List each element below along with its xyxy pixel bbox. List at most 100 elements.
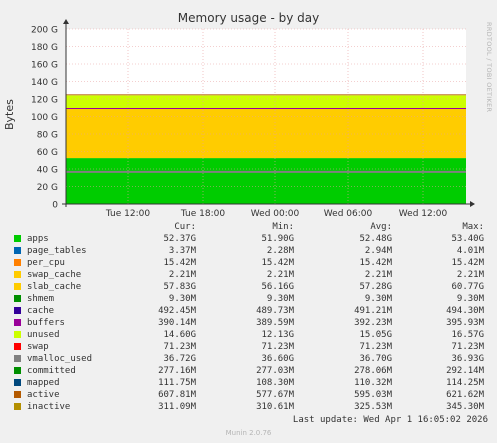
legend-row-committed: committed 277.16M 277.03M 278.06M 292.14M xyxy=(12,365,488,377)
x-tick-label: Wed 06:00 xyxy=(324,209,373,219)
legend-name: inactive xyxy=(27,402,71,412)
legend-max: 36.93G xyxy=(451,354,484,364)
legend-row-vmalloc-used: vmalloc_used 36.72G 36.60G 36.70G 36.93G xyxy=(12,353,488,365)
legend-swatch xyxy=(14,271,21,278)
memory-chart: 0 20 G 40 G 60 G 80 G 100 G 120 G 140 G 160 G 180… xyxy=(31,19,475,219)
munin-version: Munin 2.0.76 xyxy=(225,429,272,437)
legend-max: 621.62M xyxy=(446,390,484,400)
legend-swatch xyxy=(14,331,21,338)
y-tick-label: 140 G xyxy=(31,78,58,88)
legend-cur: 52.37G xyxy=(163,234,196,244)
y-tick-label: 120 G xyxy=(31,96,58,106)
legend-max: 9.30M xyxy=(456,294,484,304)
legend-min: 108.30M xyxy=(256,378,294,388)
legend-name: swap xyxy=(27,342,49,352)
legend-row-shmem: shmem 9.30M 9.30M 9.30M 9.30M xyxy=(12,293,488,305)
rrdtool-credit: RRDTOOL / TOBI OETIKER xyxy=(485,22,493,113)
legend-cur: 15.42M xyxy=(163,258,196,268)
area-unused xyxy=(66,95,466,109)
legend-table: Cur: Min: Avg: Max: apps 52.37G 51.90G 52.4… xyxy=(12,221,488,413)
y-axis-arrow xyxy=(63,19,69,24)
legend-swatch xyxy=(14,391,21,398)
legend-name: apps xyxy=(27,234,49,244)
legend-min: 15.42M xyxy=(261,258,294,268)
legend-name: committed xyxy=(27,366,76,376)
legend-row-swap: swap 71.23M 71.23M 71.23M 71.23M xyxy=(12,341,488,353)
legend-swatch xyxy=(14,295,21,302)
legend-max: 15.42M xyxy=(451,258,484,268)
legend-max: 60.77G xyxy=(451,282,484,292)
legend-avg: 325.53M xyxy=(354,402,392,412)
legend-cur: 390.14M xyxy=(158,318,196,328)
legend-cur: 2.21M xyxy=(168,270,196,280)
legend-cur: 111.75M xyxy=(158,378,196,388)
legend-min: 277.03M xyxy=(256,366,294,376)
legend-swatch xyxy=(14,235,21,242)
legend-swatch xyxy=(14,307,21,314)
area-slab-cache xyxy=(66,108,466,159)
legend-swatch xyxy=(14,283,21,290)
legend-cur: 277.16M xyxy=(158,366,196,376)
x-tick-label: Tue 18:00 xyxy=(180,209,225,219)
legend-avg: 491.21M xyxy=(354,306,392,316)
legend-swatch xyxy=(14,259,21,266)
x-tick-label: Wed 00:00 xyxy=(251,209,300,219)
legend-cur: 57.83G xyxy=(163,282,196,292)
legend-avg: 392.23M xyxy=(354,318,392,328)
legend-cur: 3.37M xyxy=(168,246,196,256)
legend-row-unused: unused 14.60G 12.13G 15.05G 16.57G xyxy=(12,329,488,341)
legend-max: 16.57G xyxy=(451,330,484,340)
legend-name: slab_cache xyxy=(27,282,82,292)
legend-row-inactive: inactive 311.09M 310.61M 325.53M 345.30M xyxy=(12,401,488,413)
legend-cur: 492.45M xyxy=(158,306,196,316)
legend-min: 2.28M xyxy=(266,246,294,256)
col-min: Min: xyxy=(272,222,294,232)
y-tick-label: 80 G xyxy=(37,131,58,141)
y-tick-label: 60 G xyxy=(37,148,58,158)
legend-min: 489.73M xyxy=(256,306,294,316)
legend-swatch xyxy=(14,319,21,326)
legend-cur: 311.09M xyxy=(158,402,196,412)
legend-min: 2.21M xyxy=(266,270,294,280)
legend-swatch xyxy=(14,367,21,374)
x-tick-label: Wed 12:00 xyxy=(399,209,448,219)
chart-title: Memory usage - by day xyxy=(177,11,320,25)
legend-swatch xyxy=(14,355,21,362)
legend-name: mapped xyxy=(27,378,60,388)
legend-cur: 607.81M xyxy=(158,390,196,400)
legend-row-per-cpu: per_cpu 15.42M 15.42M 15.42M 15.42M xyxy=(12,257,488,269)
col-max: Max: xyxy=(462,222,484,232)
legend-avg: 36.70G xyxy=(359,354,392,364)
legend-name: buffers xyxy=(27,318,65,328)
y-tick-label: 0 xyxy=(52,201,58,211)
legend-max: 53.40G xyxy=(451,234,484,244)
legend-avg: 595.03M xyxy=(354,390,392,400)
legend-avg: 2.21M xyxy=(364,270,392,280)
legend-avg: 15.05G xyxy=(359,330,392,340)
col-avg: Avg: xyxy=(370,222,392,232)
legend-swatch xyxy=(14,343,21,350)
legend-min: 9.30M xyxy=(266,294,294,304)
legend-avg: 278.06M xyxy=(354,366,392,376)
legend-max: 4.01M xyxy=(456,246,484,256)
legend-min: 389.59M xyxy=(256,318,294,328)
y-tick-label: 20 G xyxy=(37,183,58,193)
legend-min: 12.13G xyxy=(261,330,294,340)
x-axis-arrow xyxy=(470,201,475,207)
legend-name: swap_cache xyxy=(27,270,82,280)
legend-cur: 36.72G xyxy=(163,354,196,364)
legend-cur: 71.23M xyxy=(163,342,196,352)
legend-name: cache xyxy=(27,306,55,316)
legend-max: 114.25M xyxy=(446,378,484,388)
legend-min: 71.23M xyxy=(261,342,294,352)
legend-name: per_cpu xyxy=(27,258,65,268)
legend-swatch xyxy=(14,247,21,254)
legend-avg: 52.48G xyxy=(359,234,392,244)
legend-avg: 15.42M xyxy=(359,258,392,268)
legend-swatch xyxy=(14,379,21,386)
legend-avg: 110.32M xyxy=(354,378,392,388)
legend-row-page-tables: page_tables 3.37M 2.28M 2.94M 4.01M xyxy=(12,245,488,257)
legend-name: unused xyxy=(27,330,60,340)
legend-min: 36.60G xyxy=(261,354,294,364)
legend-max: 395.93M xyxy=(446,318,484,328)
